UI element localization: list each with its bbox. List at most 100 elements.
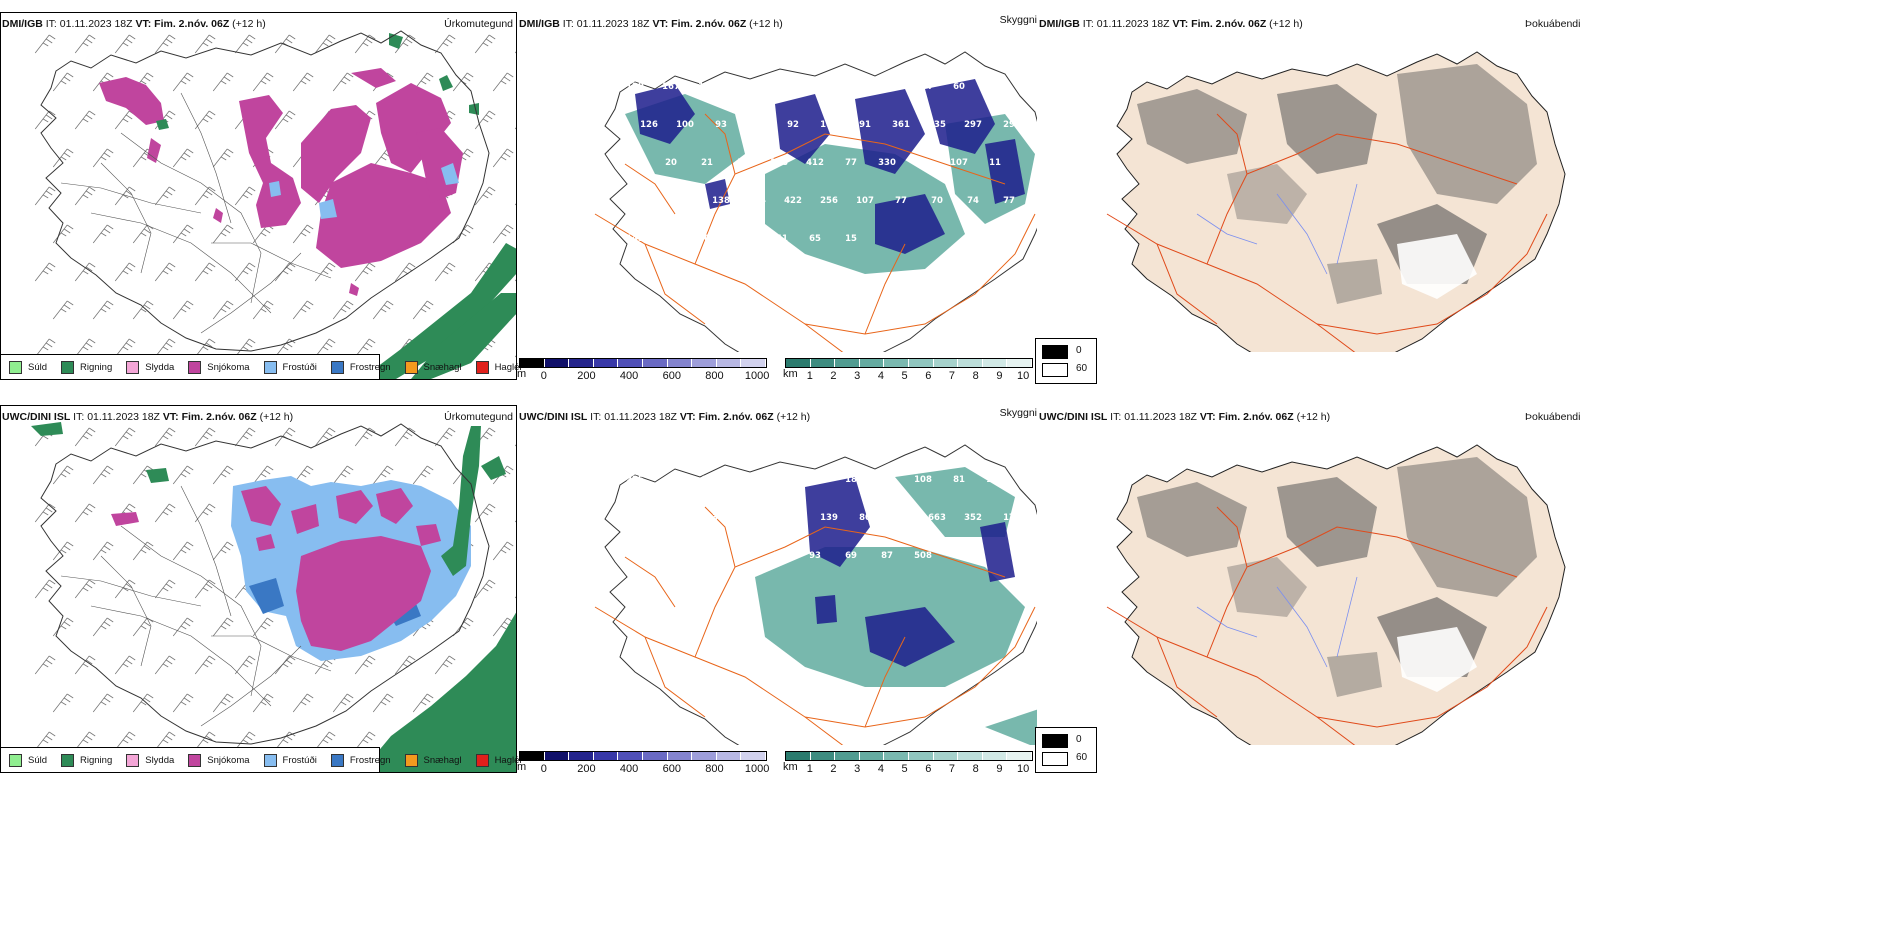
it-value: 01.11.2023 18Z bbox=[576, 18, 650, 30]
colorbar-segment bbox=[933, 359, 959, 367]
colorbar-segment bbox=[859, 359, 885, 367]
cloud-base-value: 128 bbox=[626, 158, 644, 168]
cloud-base-value: 94 bbox=[895, 513, 907, 523]
wind-barb bbox=[234, 427, 256, 447]
fog-area bbox=[1137, 482, 1247, 557]
wind-barb bbox=[172, 617, 194, 637]
colorbar-segment bbox=[810, 359, 836, 367]
colorbar-segment bbox=[741, 752, 766, 760]
colorbar-segment bbox=[884, 359, 909, 367]
wind-barb bbox=[74, 110, 96, 130]
wind-barb bbox=[194, 427, 216, 447]
colorbar-segment bbox=[642, 359, 668, 367]
contour-line bbox=[90, 212, 272, 314]
colorbar-tick: 7 bbox=[948, 763, 956, 775]
cloud-base-value: 34 bbox=[737, 475, 749, 485]
river-line bbox=[1336, 576, 1358, 658]
legend-label: Haglél bbox=[494, 361, 522, 373]
cloud-base-value: 341 bbox=[712, 513, 730, 523]
legend-item: Súld bbox=[9, 360, 47, 374]
road-line bbox=[644, 243, 706, 325]
colorbar-unit: km bbox=[783, 761, 798, 773]
fog-index-map bbox=[1106, 444, 1566, 745]
wind-barb bbox=[74, 731, 96, 751]
legend-label: Haglél bbox=[494, 754, 522, 766]
cloud-base-value: 20 bbox=[665, 158, 677, 168]
cloud-base-value: 110 bbox=[986, 82, 1004, 92]
colorbar-segment bbox=[884, 752, 909, 760]
cloud-base-value: 256 bbox=[820, 196, 838, 206]
colorbar-segment bbox=[908, 359, 934, 367]
wind-barb bbox=[212, 300, 234, 320]
wind-barb bbox=[234, 655, 256, 675]
wind-barb bbox=[34, 731, 56, 751]
colorbar-segment bbox=[692, 359, 717, 367]
contour-line bbox=[180, 92, 232, 224]
legend-swatch bbox=[9, 360, 22, 374]
wind-barb bbox=[492, 224, 514, 244]
legend-item: Frostregn bbox=[330, 753, 391, 767]
cloud-base-value: 330 bbox=[878, 158, 896, 168]
fog-legend-swatch bbox=[1042, 752, 1068, 766]
cloud-base-value: 51 bbox=[737, 158, 749, 168]
road-line bbox=[704, 506, 736, 568]
colorbar-tick: 3 bbox=[854, 763, 861, 775]
cloud-base-value: 352 bbox=[964, 513, 982, 523]
wind-barb bbox=[412, 465, 434, 485]
fog-legend: 0 60 bbox=[1035, 338, 1097, 384]
wind-barb bbox=[354, 655, 376, 675]
wind-barb bbox=[52, 617, 74, 637]
iceland-outline bbox=[40, 423, 490, 745]
road-line bbox=[704, 113, 736, 175]
road-line bbox=[1216, 506, 1248, 568]
wind-barb bbox=[354, 427, 376, 447]
wind-barb bbox=[154, 579, 176, 599]
legend-label: Frostúði bbox=[282, 754, 317, 766]
road-line bbox=[804, 213, 1036, 335]
colorbar-tick: 400 bbox=[619, 370, 639, 382]
legend-item: Rigning bbox=[61, 753, 112, 767]
colorbar-tick: 2 bbox=[830, 370, 837, 382]
legend-label: Slydda bbox=[145, 754, 175, 766]
cloud-base-value: 87 bbox=[881, 551, 893, 561]
panel-title: UWC/DINI ISL IT: 01.11.2023 18Z VT: Fim.… bbox=[519, 411, 810, 423]
cloud-base-value: 139 bbox=[820, 513, 838, 523]
low-cloud-area bbox=[815, 595, 837, 624]
wind-barb bbox=[194, 579, 216, 599]
fog-index-map bbox=[1106, 51, 1566, 352]
legend-swatch bbox=[475, 753, 489, 767]
wind-barb bbox=[292, 72, 314, 92]
legend-swatch bbox=[404, 753, 418, 767]
colorbar-tick: 10 bbox=[1016, 370, 1030, 382]
fog-clear-area bbox=[1397, 234, 1477, 299]
legend-swatch bbox=[126, 360, 140, 374]
lead-time: (+12 h) bbox=[259, 411, 294, 423]
it-value: 01.11.2023 18Z bbox=[604, 411, 677, 423]
colorbar-tick: 1000 bbox=[744, 763, 770, 775]
colorbar-boxes bbox=[519, 751, 767, 761]
road-line bbox=[594, 213, 844, 352]
wind-barb bbox=[154, 503, 176, 523]
colorbar-tick: 0 bbox=[540, 370, 547, 382]
cloud-base-value: 57 bbox=[881, 475, 893, 485]
colorbar-segment bbox=[1007, 359, 1032, 367]
it-value: 01.11.2023 18Z bbox=[1124, 411, 1197, 423]
model-name: UWC/DINI ISL bbox=[2, 411, 71, 423]
colorbar-segment bbox=[716, 752, 742, 760]
wind-barb bbox=[252, 72, 274, 92]
cloud-base-value: 15 bbox=[953, 551, 965, 561]
panel-title: DMI/IGB IT: 01.11.2023 18Z VT: Fim. 2.nó… bbox=[1039, 18, 1303, 30]
wind-barb bbox=[234, 338, 256, 358]
wind-barb bbox=[194, 503, 216, 523]
colorbar-tick: 200 bbox=[577, 370, 596, 382]
wind-barb bbox=[114, 186, 136, 206]
legend-swatch bbox=[475, 360, 489, 374]
legend-swatch bbox=[188, 753, 202, 767]
colorbar-segment bbox=[520, 752, 545, 760]
wind-barb bbox=[394, 262, 416, 282]
road-line bbox=[644, 636, 706, 718]
wind-barb bbox=[74, 503, 96, 523]
wind-barb bbox=[372, 300, 394, 320]
cloud-base-value: 422 bbox=[784, 196, 802, 206]
colorbar-tick: 0 bbox=[540, 763, 547, 775]
